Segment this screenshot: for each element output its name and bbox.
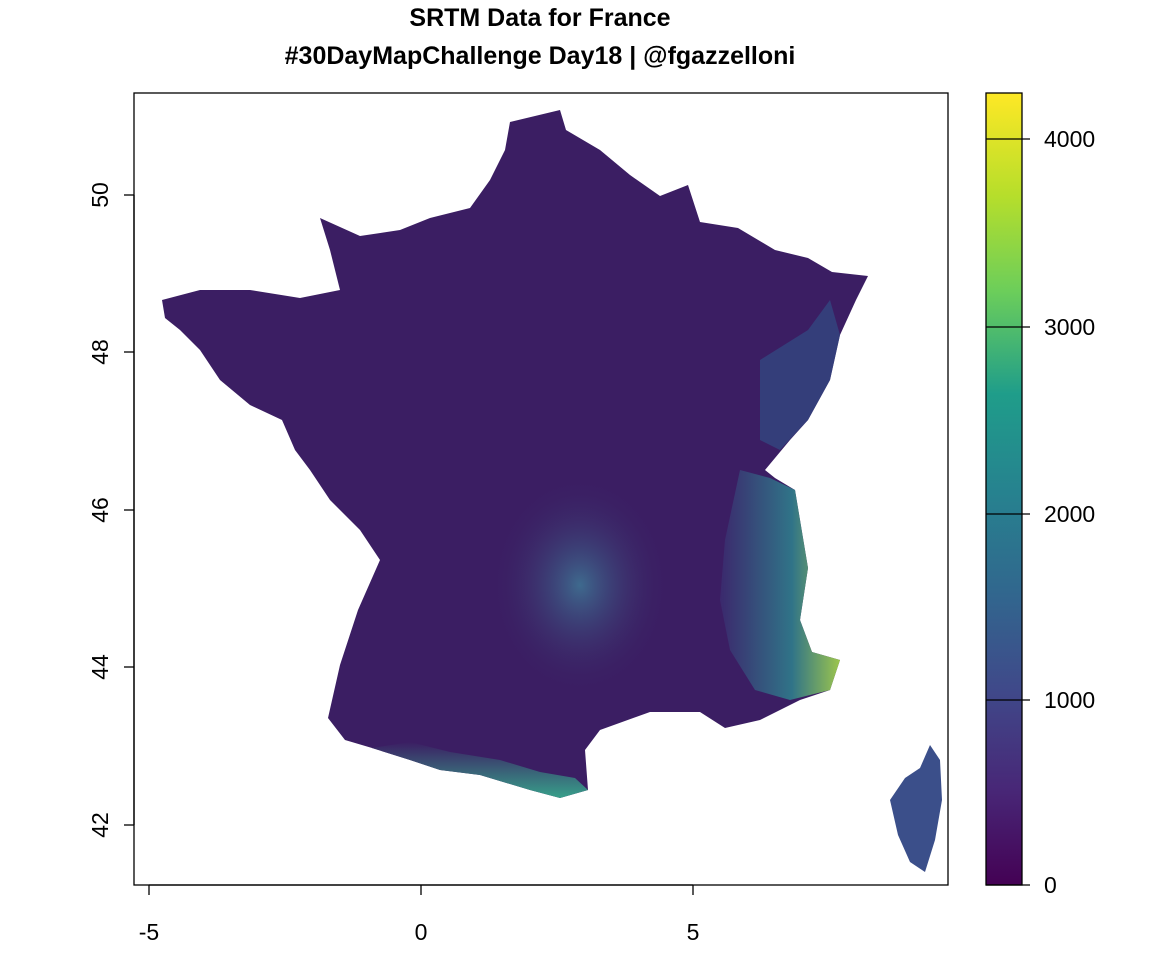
y-tick-label: 42: [87, 812, 113, 838]
jura-relief: [760, 300, 840, 450]
alps-relief: [720, 470, 840, 700]
corsica: [890, 745, 942, 872]
map-subtitle: #30DayMapChallenge Day18 | @fgazzelloni: [284, 42, 796, 70]
map-title: SRTM Data for France: [409, 4, 671, 32]
x-axis: -5 0 5: [139, 884, 700, 945]
legend-tick-label: 4000: [1044, 126, 1095, 152]
france-mainland: [162, 110, 868, 798]
y-tick-label: 48: [87, 339, 113, 365]
y-tick-label: 46: [87, 497, 113, 523]
x-tick-label: -5: [139, 919, 159, 945]
legend-tick-label: 1000: [1044, 687, 1095, 713]
massif-central: [490, 475, 670, 695]
elevation-legend: 0 1000 2000 3000 4000: [985, 92, 1095, 898]
y-axis: 42 44 46 48 50: [87, 182, 135, 838]
legend-colorbar: [985, 92, 1023, 886]
x-tick-label: 0: [415, 919, 428, 945]
legend-tick-label: 2000: [1044, 501, 1095, 527]
pyrenees-relief: [372, 742, 588, 798]
y-tick-label: 44: [87, 654, 113, 680]
legend-tick-label: 0: [1044, 872, 1057, 898]
y-tick-label: 50: [87, 182, 113, 208]
legend-tick-label: 3000: [1044, 314, 1095, 340]
x-tick-label: 5: [687, 919, 700, 945]
